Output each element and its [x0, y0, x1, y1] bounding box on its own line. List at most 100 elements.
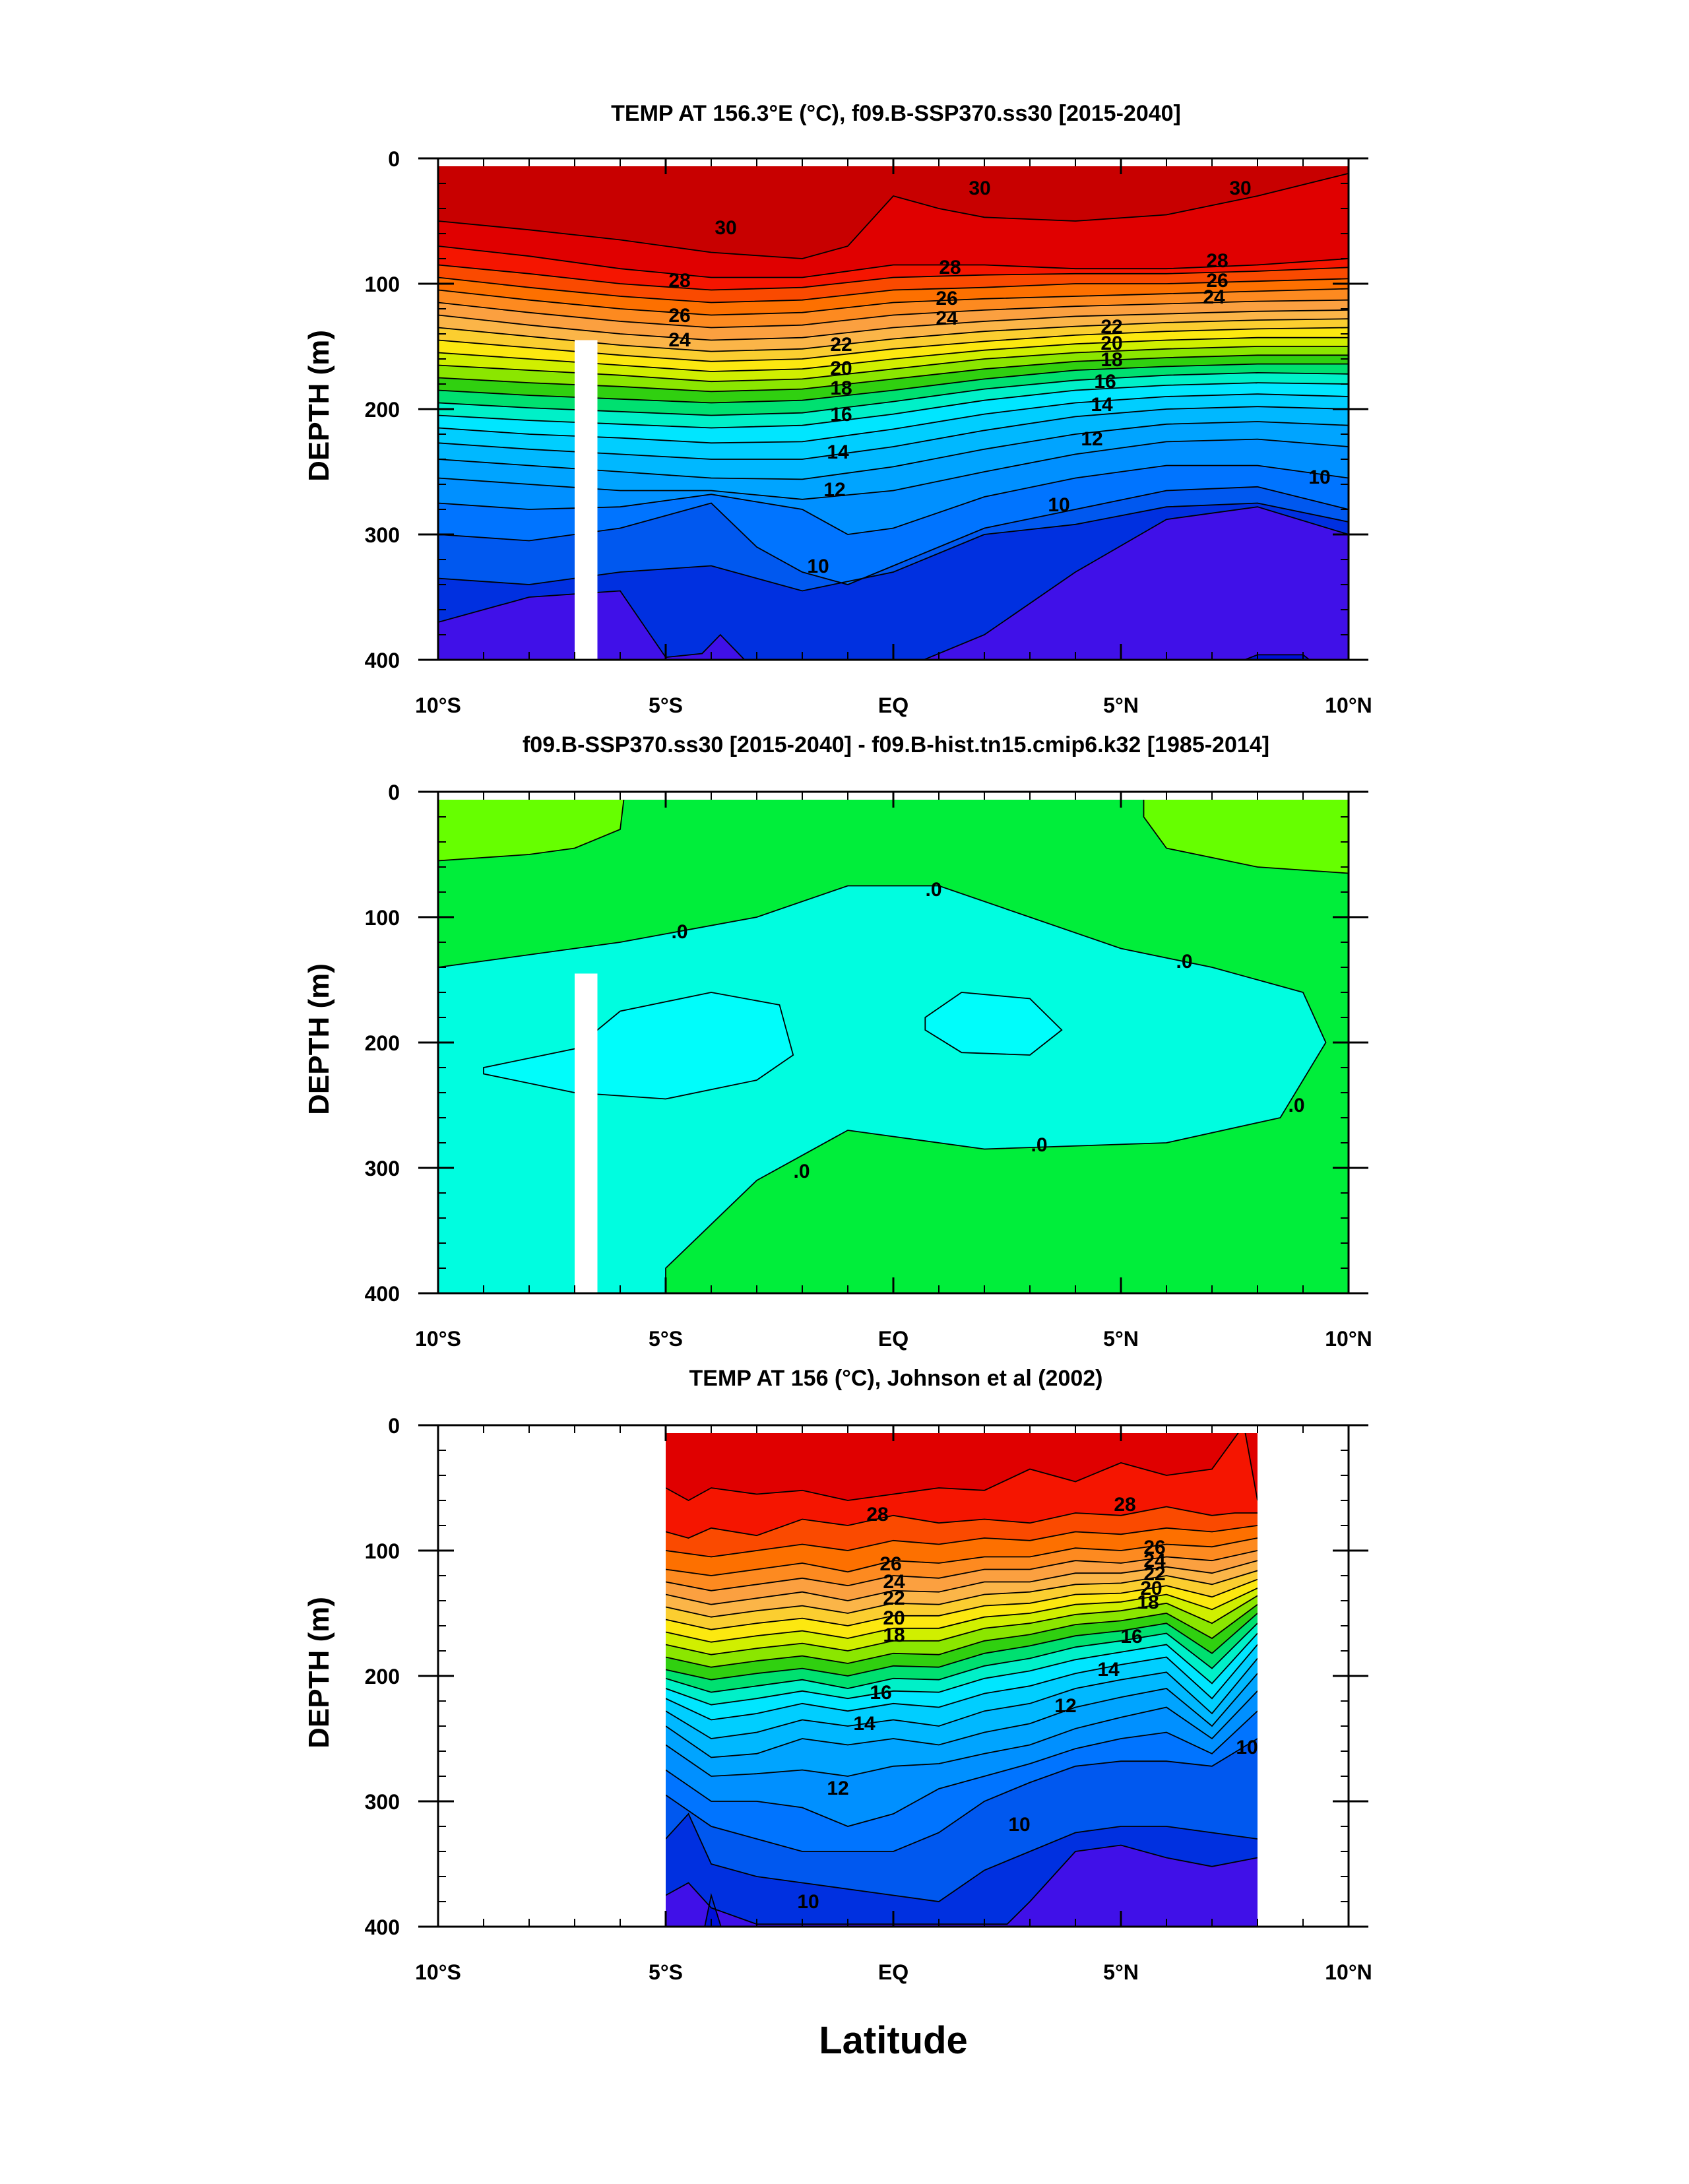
temperature-band-21 [438, 327, 1349, 371]
isotherm-7-line [704, 1892, 722, 1927]
contour-label: 28 [668, 270, 690, 292]
isotherm-30-line [438, 172, 1349, 259]
y-tick-label: 200 [365, 1031, 400, 1055]
contour-label: 28 [1114, 1494, 1135, 1516]
x-tick-label: EQ [878, 1327, 908, 1351]
temperature-band-26 [438, 277, 1349, 315]
temperature-band-30 [438, 166, 1349, 259]
panel-2-y-axis-label: DEPTH (m) [303, 963, 335, 1115]
positive-high-ne-region [1143, 800, 1349, 874]
isotherm-29-line [438, 245, 1349, 278]
temperature-band-7 [438, 507, 1349, 660]
contour-label: 24 [1143, 1550, 1166, 1572]
isotherm-11-line [438, 465, 1349, 535]
y-tick-label: 0 [388, 147, 400, 171]
contour-label: 18 [830, 377, 852, 399]
contour-label: 14 [827, 441, 849, 463]
isotherm-24-line [438, 309, 1349, 341]
temperature-band-8 [666, 1814, 1258, 1925]
y-tick-label: 400 [365, 1282, 400, 1306]
temperature-band-14 [438, 394, 1349, 459]
isotherm-10-line [438, 486, 1349, 585]
temperature-band-15 [666, 1633, 1258, 1720]
temperature-band-12 [666, 1673, 1258, 1776]
x-tick-label: 10°N [1325, 693, 1372, 717]
temperature-band-20 [666, 1588, 1258, 1655]
contour-label: 24 [936, 307, 958, 329]
temperature-band-28 [666, 1433, 1258, 1538]
contour-label: 10 [1308, 466, 1330, 488]
isotherm-16-line [666, 1632, 1258, 1706]
isotherm-28-line [438, 264, 1349, 291]
temperature-band-22 [666, 1570, 1258, 1630]
temperature-band-9 [666, 1739, 1258, 1902]
x-tick-label: 5°N [1103, 1327, 1139, 1351]
contour-label: 20 [830, 358, 852, 379]
temperature-band-28 [438, 246, 1349, 290]
isotherm-20-line [666, 1595, 1258, 1655]
panel-1-y-axis-label: DEPTH (m) [303, 330, 335, 482]
x-tick-label: 10°S [415, 693, 461, 717]
isotherm-23-line [666, 1570, 1258, 1618]
zero-band-region [438, 885, 1327, 1293]
temperature-band-24 [666, 1551, 1258, 1605]
missing-data-column [575, 340, 598, 660]
contour-label: .0 [1176, 951, 1192, 973]
x-tick-label: 5°N [1103, 693, 1139, 717]
isotherm-26-line [666, 1537, 1258, 1576]
temperature-band-10 [438, 465, 1349, 585]
temperature-band-27 [666, 1506, 1258, 1557]
isotherm-18-line [666, 1613, 1258, 1681]
temperature-band-12 [438, 422, 1349, 499]
temperature-band-14 [666, 1644, 1258, 1739]
isotherm-11-line [666, 1710, 1258, 1827]
panel-model-temperature: TEMP AT 156.3°E (°C), f09.B-SSP370.ss30 … [303, 101, 1372, 717]
contour-label: 28 [1206, 250, 1228, 272]
isotherm-24-line [666, 1560, 1258, 1605]
contour-label: 30 [969, 177, 990, 199]
temperature-band-13 [438, 406, 1349, 480]
contour-label: 20 [1140, 1578, 1162, 1599]
temperature-band-26 [666, 1526, 1258, 1576]
contour-label: 16 [870, 1682, 891, 1704]
x-tick-label: EQ [878, 693, 908, 717]
x-tick-label: 10°N [1325, 1327, 1372, 1351]
contour-label: 22 [1100, 316, 1122, 338]
contour-label: 28 [939, 257, 961, 278]
temperature-band-23 [666, 1560, 1258, 1617]
contour-label: 24 [1203, 286, 1225, 308]
y-tick-label: 300 [365, 523, 400, 547]
x-axis-label-latitude: Latitude [819, 2019, 968, 2062]
x-tick-label: 10°N [1325, 1960, 1372, 1984]
isotherm-26-line [438, 288, 1349, 316]
isotherm-28-line [666, 1506, 1258, 1539]
contour-label: 10 [807, 556, 829, 577]
isotherm-15-line [666, 1644, 1258, 1721]
isotherm-8-line [438, 506, 1349, 660]
contour-label: 12 [1054, 1695, 1076, 1717]
x-tick-label: 5°N [1103, 1960, 1139, 1984]
isotherm-12-line [666, 1690, 1258, 1777]
contour-label: 24 [668, 329, 691, 351]
contour-label: 10 [1236, 1737, 1258, 1758]
contour-label: 14 [1097, 1659, 1120, 1681]
contour-label: 26 [1143, 1537, 1165, 1558]
isotherm-9-line [666, 1813, 1258, 1902]
panel-1-title: TEMP AT 156.3°E (°C), f09.B-SSP370.ss30 … [611, 101, 1181, 126]
missing-data-column [575, 973, 598, 1293]
negative-core-east-region [924, 992, 1063, 1056]
y-tick-label: 0 [388, 781, 400, 804]
y-tick-label: 300 [365, 1157, 400, 1180]
temperature-band-29 [438, 173, 1349, 278]
panel-observed-temperature: TEMP AT 156 (°C), Johnson et al (2002) D… [303, 1366, 1372, 2062]
contour-label: 16 [1120, 1626, 1142, 1648]
contour-label: 20 [1100, 333, 1122, 354]
x-tick-label: 5°S [649, 1960, 683, 1984]
isotherm-29-line [666, 1433, 1258, 1502]
contour-label: 26 [936, 288, 957, 309]
y-tick-label: 200 [365, 1665, 400, 1688]
contour-label: .0 [671, 921, 687, 943]
y-tick-label: 100 [365, 1539, 400, 1563]
panel-3-title: TEMP AT 156 (°C), Johnson et al (2002) [689, 1366, 1103, 1391]
